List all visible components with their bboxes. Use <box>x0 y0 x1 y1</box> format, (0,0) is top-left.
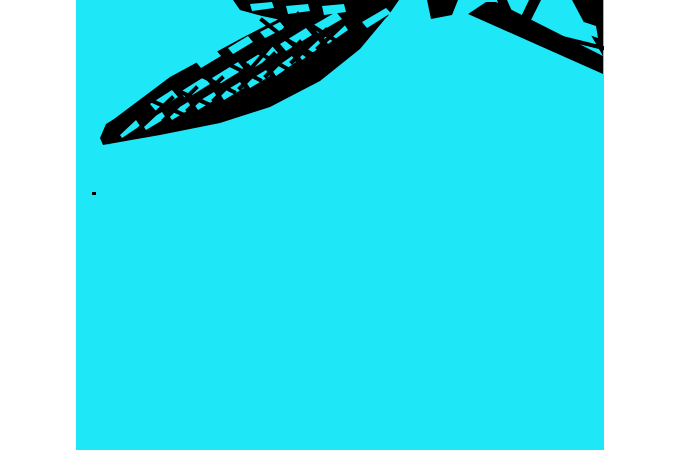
truss-web-members <box>105 11 604 145</box>
structure-layer <box>92 0 604 195</box>
sky-background <box>76 0 604 450</box>
truss-silhouette <box>100 0 603 145</box>
